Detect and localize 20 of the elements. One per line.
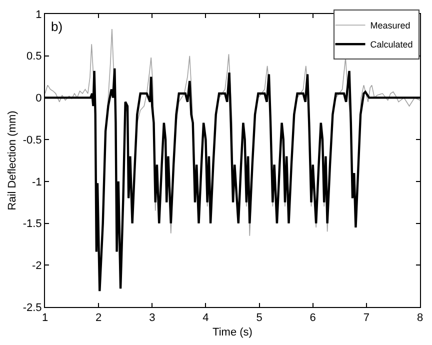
x-tick-label: 3 bbox=[149, 312, 156, 324]
y-tick-label: -2.5 bbox=[22, 302, 42, 314]
y-tick-label: -0.5 bbox=[22, 134, 42, 146]
x-tick-label: 6 bbox=[310, 312, 316, 324]
annotation: b) bbox=[51, 19, 63, 34]
y-tick-label: 1 bbox=[36, 8, 42, 21]
x-tick-label: 4 bbox=[202, 312, 209, 324]
y-tick-label: -1.5 bbox=[22, 218, 42, 230]
legend-label: Measured bbox=[370, 20, 410, 31]
x-tick-label: 7 bbox=[363, 312, 370, 324]
x-tick-label: 5 bbox=[256, 312, 262, 324]
y-tick-label: 0.5 bbox=[26, 50, 42, 63]
x-axis-title: Time (s) bbox=[212, 326, 252, 338]
x-tick-label: 2 bbox=[96, 312, 102, 324]
y-tick-label: -2 bbox=[32, 260, 42, 272]
y-tick-label: 0 bbox=[36, 92, 42, 105]
y-axis-title: Rail Deflection (mm) bbox=[6, 110, 18, 210]
x-tick-label: 8 bbox=[416, 312, 424, 324]
y-tick-label: -1 bbox=[32, 176, 42, 188]
legend-label: Calculated bbox=[370, 40, 413, 50]
